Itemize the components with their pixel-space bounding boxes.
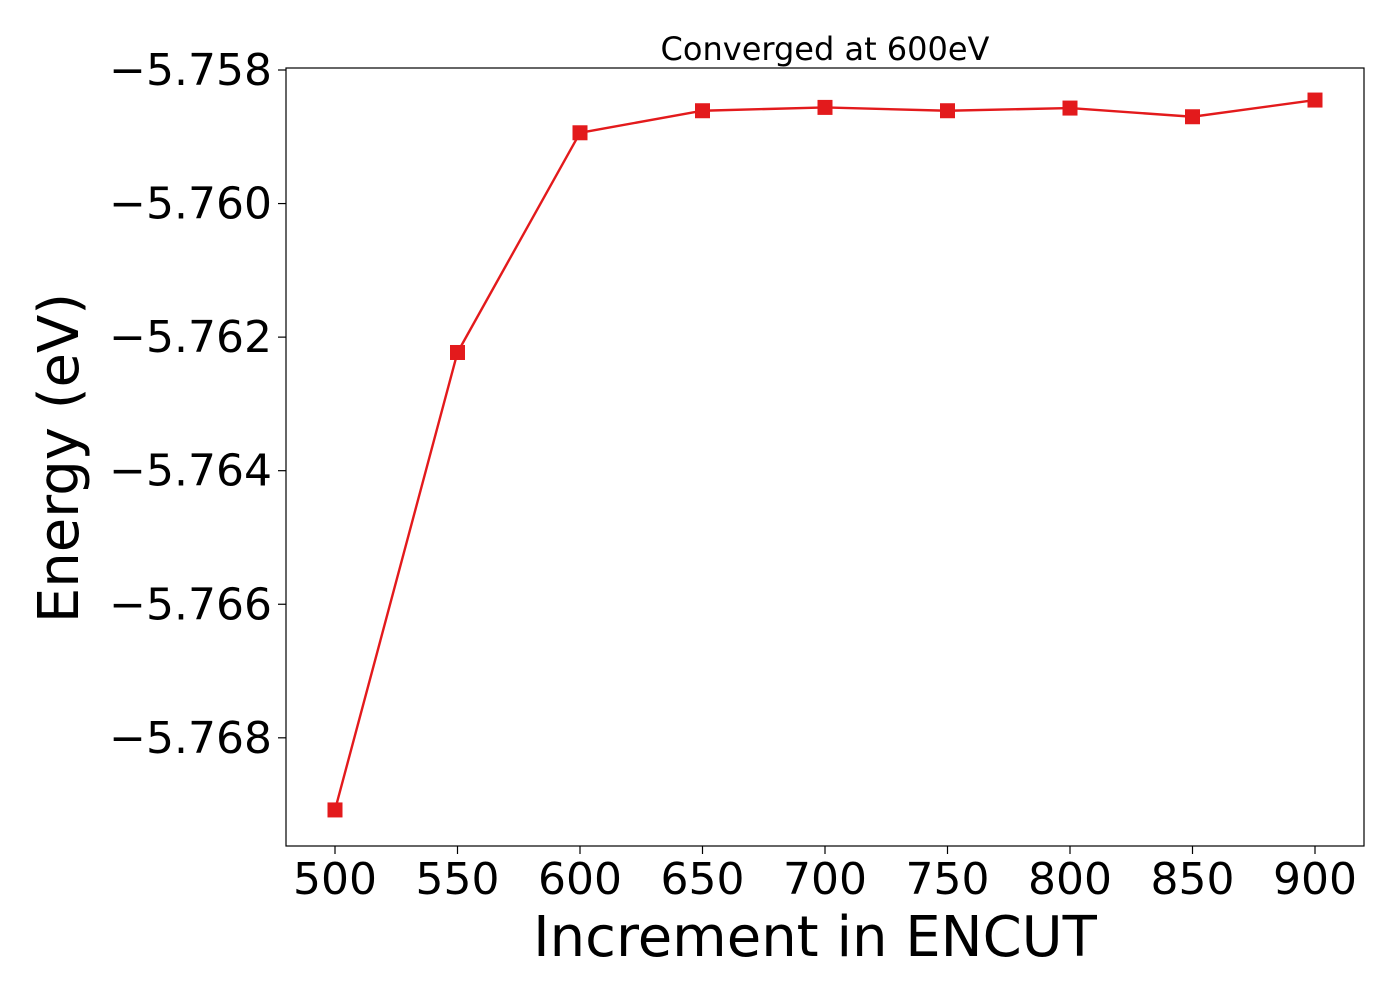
data-point-marker <box>572 125 588 141</box>
data-point-marker <box>1307 92 1323 108</box>
data-point-marker <box>940 103 955 119</box>
y-tick-label: −5.760 <box>109 179 272 230</box>
y-axis: −5.768 −5.766 −5.764 −5.762 −5.760 −5.758 <box>109 45 286 764</box>
data-point-marker <box>1062 100 1078 116</box>
y-axis-title: Energy (eV) <box>27 293 92 623</box>
y-tick-label: −5.768 <box>109 713 272 764</box>
x-tick-label: 850 <box>1151 854 1235 905</box>
series-line <box>333 98 1316 811</box>
data-point-marker <box>327 802 343 818</box>
data-point-marker <box>817 99 833 115</box>
plot-area-frame <box>285 67 1365 847</box>
x-tick-label: 650 <box>661 854 745 905</box>
x-tick-label: 550 <box>416 854 500 905</box>
data-point-marker <box>695 103 710 119</box>
y-tick-label: −5.764 <box>109 446 272 497</box>
x-tick-label: 800 <box>1028 854 1112 905</box>
x-tick-label: 900 <box>1273 854 1357 905</box>
x-axis-title: Increment in ENCUT <box>533 905 1098 970</box>
y-tick-label: −5.766 <box>109 579 272 630</box>
x-tick-label: 700 <box>783 854 867 905</box>
data-point-marker <box>1185 109 1200 125</box>
x-tick-label: 600 <box>538 854 622 905</box>
x-tick-label: 500 <box>293 854 377 905</box>
y-tick-label: −5.762 <box>109 312 272 363</box>
x-tick-label: 750 <box>906 854 990 905</box>
y-tick-label: −5.758 <box>109 45 272 96</box>
chart-title: Converged at 600eV <box>661 30 990 68</box>
series-layer <box>327 92 1323 818</box>
data-point-marker <box>450 344 465 360</box>
x-axis: 500 550 600 650 700 750 800 850 900 <box>293 846 1357 905</box>
